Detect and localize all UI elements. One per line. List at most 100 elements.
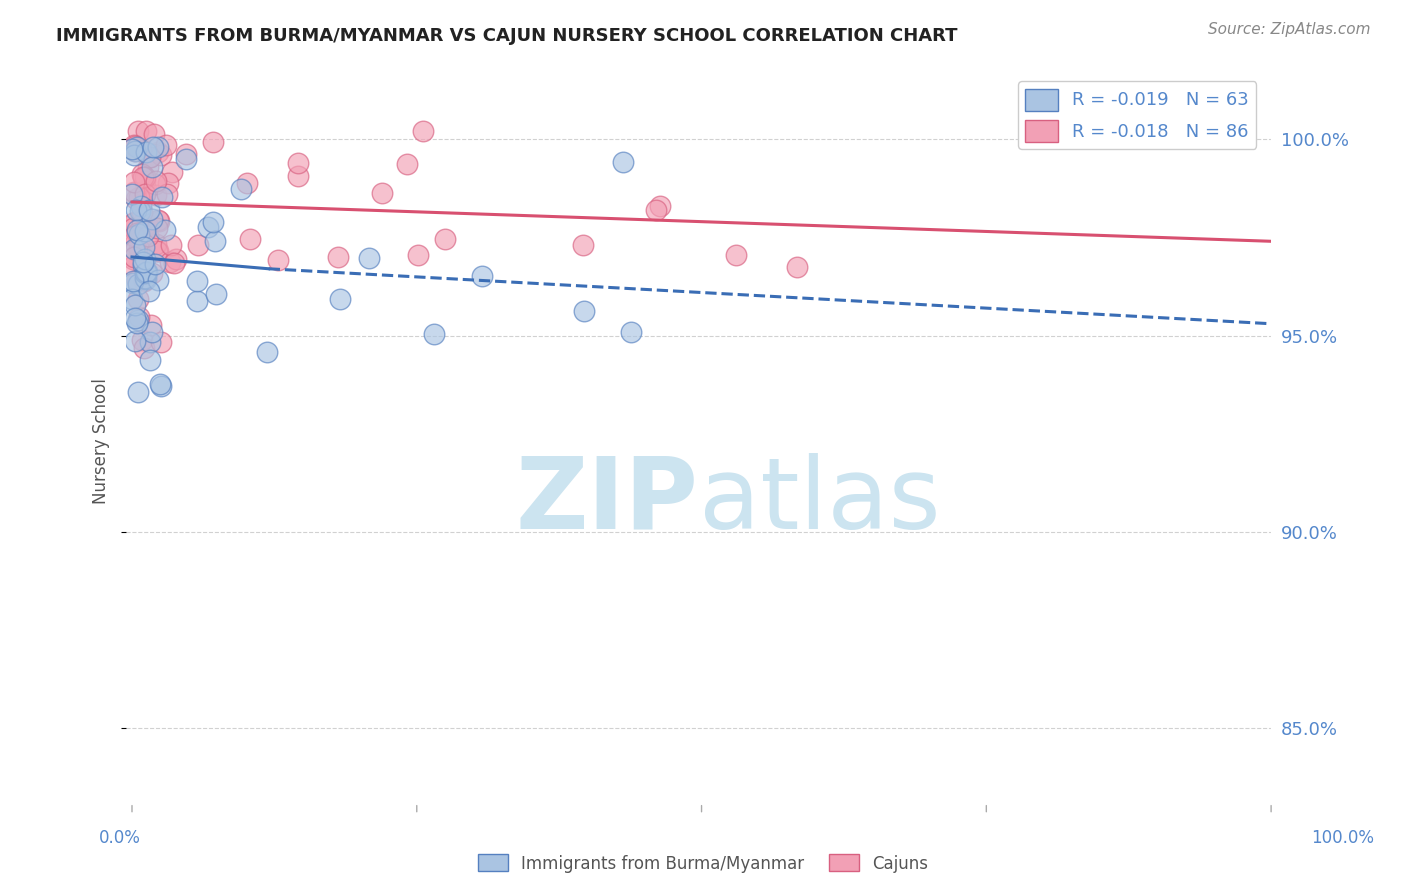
Point (132, 254, 155, 268)
Y-axis label: Nursery School: Nursery School (93, 378, 110, 505)
Point (187, 237, 209, 252)
Point (122, 186, 145, 200)
Point (122, 221, 145, 235)
Point (134, 170, 156, 185)
Point (129, 143, 152, 157)
Point (134, 341, 156, 355)
Point (121, 292, 143, 306)
Point (186, 294, 208, 309)
Point (163, 256, 186, 270)
Point (134, 252, 156, 266)
Legend: R = -0.019   N = 63, R = -0.018   N = 86: R = -0.019 N = 63, R = -0.018 N = 86 (1018, 81, 1257, 149)
Point (145, 174, 167, 188)
Point (146, 140, 169, 154)
Point (127, 124, 149, 138)
Point (132, 222, 155, 236)
Point (149, 379, 172, 393)
Point (412, 124, 434, 138)
Point (131, 217, 153, 231)
Point (357, 251, 380, 265)
Point (128, 227, 150, 241)
Point (122, 229, 145, 244)
Point (121, 142, 143, 156)
Point (134, 224, 156, 238)
Point (239, 231, 262, 245)
Point (141, 160, 163, 174)
Point (128, 310, 150, 324)
Point (326, 250, 349, 264)
Point (202, 136, 225, 150)
Point (127, 273, 149, 287)
Point (148, 244, 170, 259)
Text: IMMIGRANTS FROM BURMA/MYANMAR VS CAJUN NURSERY SCHOOL CORRELATION CHART: IMMIGRANTS FROM BURMA/MYANMAR VS CAJUN N… (56, 27, 957, 45)
Point (128, 204, 150, 219)
Point (287, 169, 309, 184)
Point (146, 221, 169, 235)
Point (135, 124, 157, 138)
Point (148, 214, 170, 228)
Point (135, 182, 157, 196)
Point (131, 198, 153, 212)
Point (145, 236, 167, 251)
Point (124, 145, 146, 159)
Point (139, 335, 162, 350)
Point (135, 145, 157, 159)
Point (122, 138, 145, 153)
Point (423, 327, 446, 342)
Point (148, 212, 170, 227)
Point (125, 192, 148, 206)
Point (648, 199, 671, 213)
Point (134, 266, 156, 280)
Point (145, 244, 167, 259)
Point (143, 178, 166, 192)
Point (620, 325, 643, 339)
Point (125, 222, 148, 236)
Point (124, 334, 146, 348)
Point (122, 252, 145, 267)
Point (127, 385, 149, 400)
Point (124, 311, 146, 326)
Point (176, 147, 198, 161)
Text: atlas: atlas (699, 453, 941, 549)
Point (122, 243, 145, 257)
Point (124, 236, 146, 251)
Point (125, 316, 148, 330)
Point (205, 287, 228, 301)
Point (136, 264, 159, 278)
Point (197, 220, 219, 235)
Point (236, 177, 259, 191)
Point (786, 260, 808, 275)
Point (134, 269, 156, 284)
Legend: Immigrants from Burma/Myanmar, Cajuns: Immigrants from Burma/Myanmar, Cajuns (471, 847, 935, 880)
Point (124, 144, 146, 158)
Point (139, 150, 162, 164)
Point (156, 177, 179, 191)
Point (136, 161, 159, 175)
Point (124, 176, 146, 190)
Point (471, 268, 494, 283)
Point (155, 222, 177, 236)
Point (124, 148, 146, 162)
Point (138, 285, 160, 299)
Point (128, 242, 150, 256)
Point (138, 203, 160, 218)
Point (121, 216, 143, 230)
Point (143, 128, 166, 142)
Point (136, 228, 159, 243)
Point (132, 274, 155, 288)
Text: 100.0%: 100.0% (1312, 829, 1374, 847)
Point (204, 234, 226, 248)
Point (145, 187, 167, 202)
Point (434, 232, 457, 246)
Point (129, 241, 152, 255)
Point (256, 345, 278, 359)
Point (139, 318, 162, 332)
Point (124, 243, 146, 257)
Point (122, 274, 145, 288)
Point (143, 257, 166, 271)
Point (202, 215, 225, 229)
Point (136, 217, 159, 231)
Point (165, 252, 187, 266)
Text: ZIP: ZIP (516, 453, 699, 549)
Point (287, 156, 309, 170)
